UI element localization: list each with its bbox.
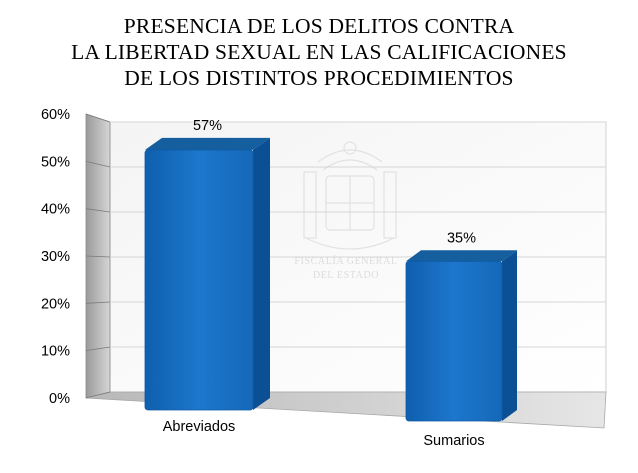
wall-gridline bbox=[85, 208, 111, 213]
wall-gridline bbox=[85, 301, 111, 304]
data-label: 35% bbox=[447, 230, 476, 246]
bar-side bbox=[502, 250, 517, 421]
y-tick-label: 60% bbox=[41, 107, 70, 123]
bar-side bbox=[253, 137, 270, 411]
x-category-label: Sumarios bbox=[423, 433, 484, 449]
wall-gridline bbox=[85, 160, 111, 168]
watermark-text-line-1: FISCALÍA GENERAL bbox=[294, 255, 397, 267]
y-tick-label: 40% bbox=[41, 202, 70, 218]
y-tick-label: 50% bbox=[41, 154, 70, 170]
bar-top bbox=[145, 137, 270, 150]
y-tick-label: 20% bbox=[41, 296, 70, 312]
chart-title-line-2: LA LIBERTAD SEXUAL EN LAS CALIFICACIONES bbox=[71, 40, 567, 64]
y-tick-label: 0% bbox=[49, 391, 70, 407]
chart-title-line-3: DE LOS DISTINTOS PROCEDIMIENTOS bbox=[124, 66, 514, 90]
y-tick-label: 30% bbox=[41, 249, 70, 265]
wall-gridline bbox=[85, 346, 111, 352]
chart-title-line-1: PRESENCIA DE LOS DELITOS CONTRA bbox=[123, 14, 515, 38]
bar bbox=[405, 260, 503, 422]
y-tick-label: 10% bbox=[41, 344, 70, 360]
wall-gridline bbox=[85, 255, 111, 258]
wall-gridline bbox=[85, 113, 111, 123]
wall-gridline bbox=[85, 391, 111, 399]
watermark-text-line-2: DEL ESTADO bbox=[313, 270, 379, 281]
bar-top bbox=[406, 250, 517, 262]
watermark-emblem: FISCALÍA GENERAL DEL ESTADO bbox=[294, 141, 397, 281]
bar bbox=[144, 149, 254, 411]
x-category-label: Abreviados bbox=[163, 419, 236, 435]
data-label: 57% bbox=[193, 118, 222, 134]
